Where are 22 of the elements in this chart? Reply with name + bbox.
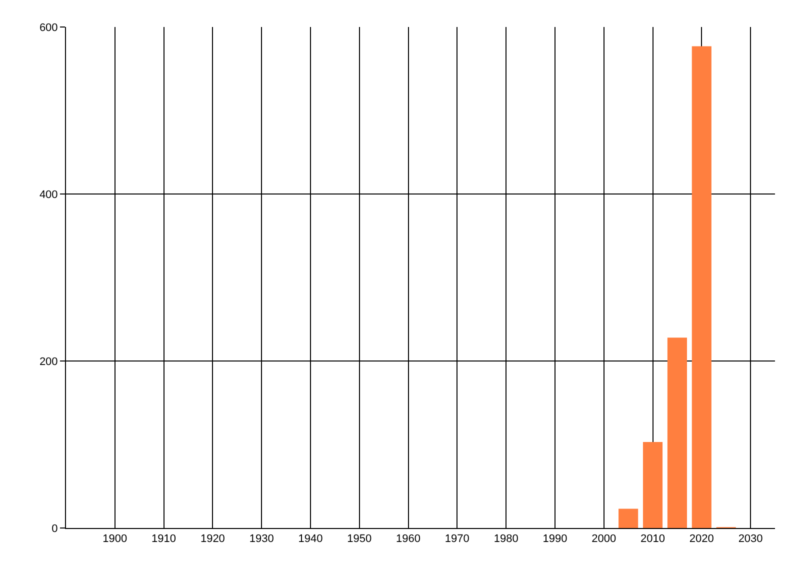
x-tick-label: 1960	[396, 533, 421, 546]
y-tick-label: 0	[52, 522, 58, 535]
x-tick-label: 2030	[738, 533, 763, 546]
x-tick-label: 2010	[640, 533, 665, 546]
y-tick-label: 200	[39, 356, 58, 368]
x-tick-label: 1950	[347, 533, 372, 546]
x-tick-label: 2020	[689, 533, 714, 546]
bar	[618, 508, 638, 528]
bar	[667, 338, 687, 528]
x-tick-label: 1930	[249, 533, 274, 546]
y-tick-label: 600	[39, 22, 58, 34]
x-tick-label: 1940	[298, 533, 323, 546]
x-tick-label: 1970	[444, 533, 470, 546]
x-tick-label: 1920	[200, 533, 225, 546]
x-tick-label: 1910	[152, 533, 176, 546]
bar	[692, 46, 712, 528]
bar	[642, 442, 663, 528]
y-tick-label: 400	[39, 188, 58, 201]
x-tick-label: 1900	[102, 533, 128, 546]
x-tick-label: 2000	[592, 533, 616, 546]
x-tick-label: 1990	[542, 533, 568, 546]
x-tick-label: 1980	[494, 533, 518, 546]
